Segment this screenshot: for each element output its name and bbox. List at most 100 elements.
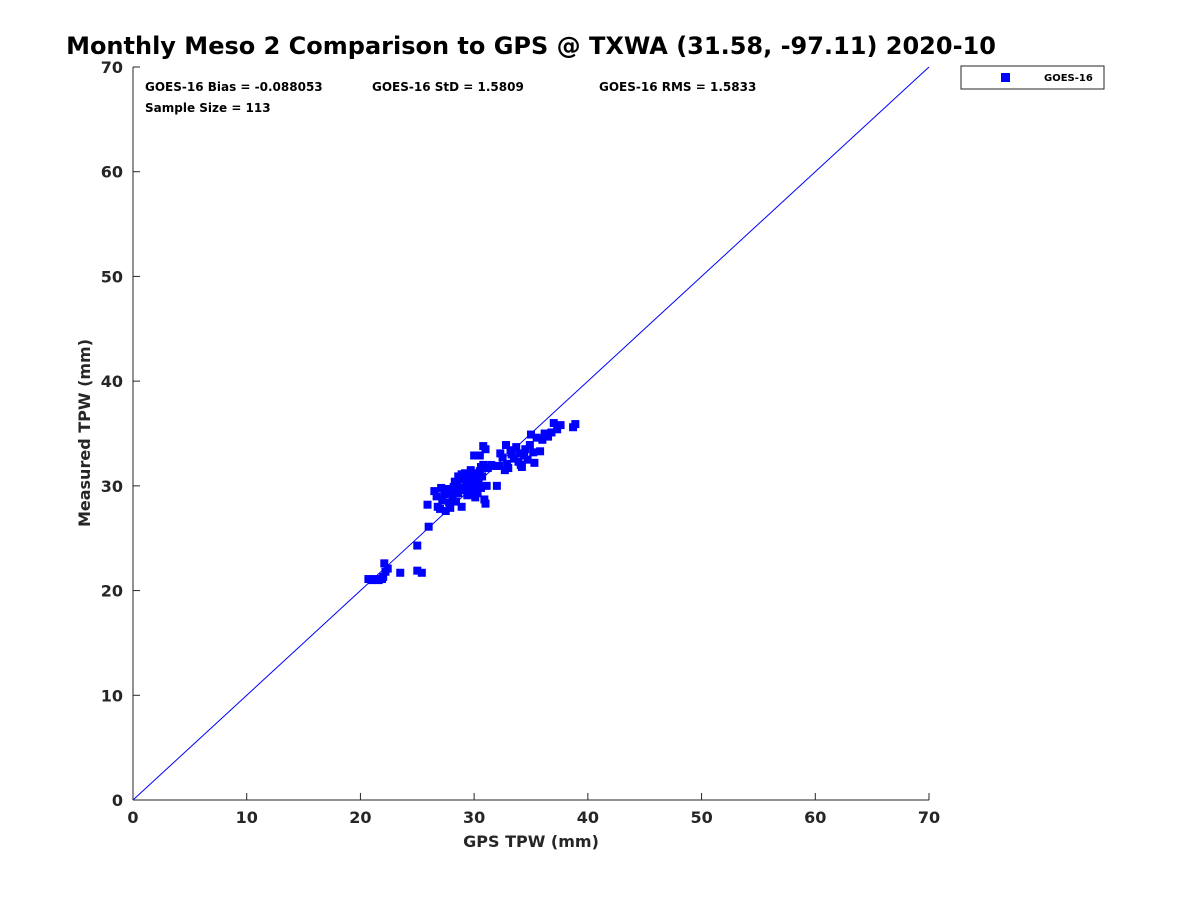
data-point [520, 451, 529, 460]
data-point [523, 455, 532, 464]
data-point [469, 469, 478, 478]
data-point [417, 568, 426, 577]
data-point [423, 500, 432, 509]
data-point [463, 471, 472, 480]
x-tick-label: 40 [577, 808, 599, 827]
data-point [380, 559, 389, 568]
y-axis-label: Measured TPW (mm) [75, 339, 94, 527]
data-point [516, 460, 525, 469]
y-tick-label: 40 [101, 372, 123, 391]
data-point [474, 482, 483, 491]
data-point [436, 504, 445, 513]
data-point [481, 445, 490, 454]
data-point [478, 472, 487, 481]
data-point [547, 428, 556, 437]
data-point [481, 499, 490, 508]
y-tick-label: 70 [101, 58, 123, 77]
legend-box [960, 65, 1105, 90]
x-tick-label: 10 [236, 808, 258, 827]
x-tick-label: 0 [127, 808, 138, 827]
x-tick-label: 20 [349, 808, 371, 827]
legend: GOES-16 [960, 65, 1105, 90]
y-tick-label: 50 [101, 267, 123, 286]
data-point [437, 483, 446, 492]
data-point [571, 420, 580, 429]
data-point [445, 498, 454, 507]
data-point [496, 449, 505, 458]
data-point [506, 446, 515, 455]
data-point [457, 470, 466, 479]
x-tick-label: 60 [804, 808, 826, 827]
data-point [413, 566, 422, 575]
data-point [475, 451, 484, 460]
data-point [515, 449, 524, 458]
data-point [503, 459, 512, 468]
data-point [457, 502, 466, 511]
data-point [472, 473, 481, 482]
data-point [413, 541, 422, 550]
x-tick-label: 30 [463, 808, 485, 827]
data-point [521, 445, 530, 454]
data-point [544, 432, 553, 441]
data-point [492, 481, 501, 490]
data-point [529, 448, 538, 457]
data-point [476, 463, 485, 472]
y-tick-label: 30 [101, 477, 123, 496]
data-point [498, 453, 507, 462]
data-point [448, 493, 457, 502]
data-point [525, 441, 534, 450]
axes-layer [132, 67, 929, 801]
data-point [396, 568, 405, 577]
data-point [507, 450, 516, 459]
data-point [438, 496, 447, 505]
data-point [447, 487, 456, 496]
data-point [432, 492, 441, 501]
data-points-layer [364, 419, 580, 585]
data-point [480, 495, 489, 504]
stat-sample-size: Sample Size = 113 [145, 101, 271, 115]
chart-title: Monthly Meso 2 Comparison to GPS @ TXWA … [66, 32, 996, 60]
data-point [490, 461, 499, 470]
data-point [536, 447, 545, 456]
data-point [495, 461, 504, 470]
x-axis-label: GPS TPW (mm) [463, 832, 599, 851]
data-point [527, 430, 535, 439]
data-point [464, 479, 473, 488]
data-point [504, 464, 513, 473]
data-point [446, 503, 455, 512]
data-point [530, 458, 539, 467]
stat-bias: GOES-16 Bias = -0.088053 [145, 80, 323, 94]
data-point [442, 484, 451, 493]
ticks-layer: 0 10 20 30 40 50 60 70 0 10 20 30 40 50 60 70 [101, 58, 940, 827]
data-point [553, 425, 562, 434]
data-point [467, 490, 476, 499]
data-point [512, 443, 521, 452]
data-point [482, 481, 491, 490]
data-point [383, 564, 392, 573]
legend-marker-icon [1001, 73, 1010, 82]
data-point [453, 482, 462, 491]
data-point [473, 489, 482, 498]
data-point [440, 490, 449, 499]
y-tick-label: 60 [101, 163, 123, 182]
data-point [538, 435, 547, 444]
y-tick-label: 10 [101, 686, 123, 705]
data-point [549, 419, 558, 428]
data-point [501, 441, 510, 450]
data-point [441, 506, 450, 515]
data-point [430, 487, 439, 496]
data-point [461, 486, 470, 495]
data-point [424, 522, 433, 531]
stat-std: GOES-16 StD = 1.5809 [372, 80, 524, 94]
legend-label-goes16: GOES-16 [1044, 73, 1093, 84]
data-point [532, 433, 541, 442]
data-point [470, 451, 479, 460]
data-point [451, 497, 460, 506]
data-point [509, 454, 518, 463]
x-tick-label: 50 [690, 808, 712, 827]
data-point [556, 421, 565, 430]
x-tick-label: 70 [918, 808, 940, 827]
data-point [379, 572, 388, 581]
y-tick-label: 20 [101, 582, 123, 601]
